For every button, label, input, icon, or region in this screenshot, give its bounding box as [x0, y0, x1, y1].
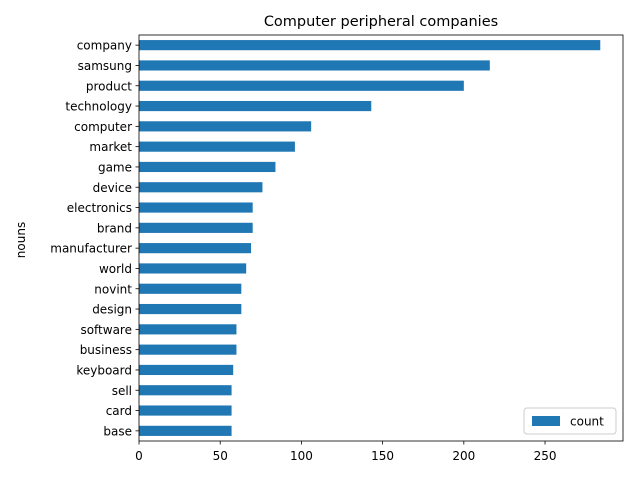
- x-tick-label: 100: [290, 449, 313, 463]
- bar-company: [139, 40, 601, 51]
- legend: count: [523, 407, 617, 435]
- bar-technology: [139, 100, 372, 112]
- y-tick-label: novint: [94, 282, 132, 296]
- bar-computer: [139, 121, 312, 132]
- y-tick-label: card: [106, 404, 132, 418]
- bar-sell: [139, 385, 232, 396]
- y-tick-label: market: [89, 140, 132, 154]
- y-tick-label: world: [99, 262, 132, 276]
- bar-brand: [139, 222, 253, 233]
- y-tick-label: keyboard: [76, 363, 132, 377]
- bar-electronics: [139, 202, 253, 213]
- bar-device: [139, 182, 263, 193]
- x-tick-label: 150: [371, 449, 394, 463]
- bar-samsung: [139, 60, 490, 71]
- bar-card: [139, 405, 232, 416]
- bar-novint: [139, 283, 242, 294]
- legend-box: [523, 407, 617, 435]
- y-tick-label: company: [77, 39, 132, 53]
- y-tick-label: technology: [65, 100, 132, 114]
- y-tick-label: product: [86, 79, 132, 93]
- bars-group: [139, 40, 601, 436]
- y-tick-label: electronics: [67, 201, 132, 215]
- y-tick-label: computer: [74, 120, 132, 134]
- x-tick-label: 0: [135, 449, 143, 463]
- bar-game: [139, 161, 276, 173]
- y-tick-label: brand: [97, 221, 132, 235]
- x-tick-label: 250: [534, 449, 557, 463]
- y-tick-label: device: [93, 181, 132, 195]
- legend-label: count: [570, 415, 604, 429]
- plot-frame: [138, 34, 624, 442]
- y-tick-label: software: [80, 323, 132, 337]
- x-tick-label: 200: [452, 449, 475, 463]
- bar-manufacturer: [139, 243, 252, 254]
- y-tick-label: manufacturer: [50, 242, 132, 256]
- bar-software: [139, 324, 237, 335]
- y-tick-label: samsung: [78, 59, 132, 73]
- legend-swatch: [532, 416, 560, 426]
- bar-business: [139, 344, 237, 355]
- bar-world: [139, 263, 247, 274]
- y-tick-label: game: [98, 160, 132, 174]
- x-tick-label: 50: [213, 449, 228, 463]
- y-tick-label: design: [92, 303, 132, 317]
- bar-base: [139, 425, 232, 436]
- y-axis: company samsung product technology computer m…: [50, 39, 139, 438]
- bar-design: [139, 303, 242, 315]
- x-axis: 0 50 100 150 200 250: [135, 441, 556, 463]
- bar-product: [139, 80, 464, 91]
- chart-title: Computer peripheral companies: [264, 14, 498, 30]
- y-tick-label: business: [80, 343, 132, 357]
- y-axis-label: nouns: [14, 222, 28, 258]
- y-tick-label: base: [103, 424, 132, 438]
- bar-market: [139, 141, 295, 152]
- bar-keyboard: [139, 364, 234, 376]
- y-tick-label: sell: [112, 384, 132, 398]
